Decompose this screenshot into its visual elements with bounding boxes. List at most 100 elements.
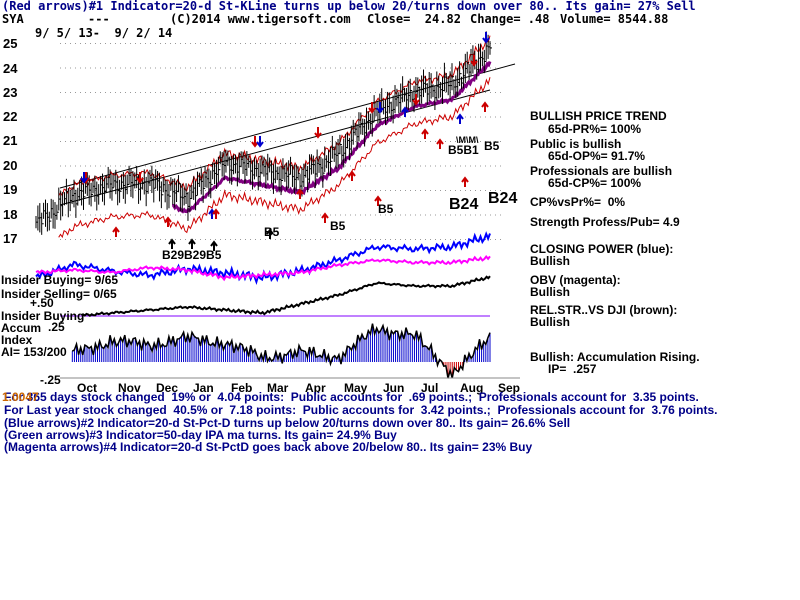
- grid-dot: [65, 190, 66, 191]
- grid-dot: [330, 43, 331, 44]
- grid-dot: [260, 67, 261, 69]
- grid-dot: [295, 165, 296, 167]
- y-tick: 18: [3, 207, 18, 222]
- grid-dot: [315, 141, 316, 142]
- grid-dot: [475, 92, 476, 93]
- grid-dot: [465, 116, 466, 118]
- grid-dot: [445, 92, 446, 93]
- annotation-b29: B29B29B5: [162, 248, 222, 262]
- grid-dot: [235, 141, 236, 142]
- grid-dot: [290, 67, 291, 69]
- accum-label: Accum: [1, 321, 42, 335]
- grid-dot: [135, 190, 136, 191]
- insider-buying-label: Insider Buying= 9/65: [1, 273, 119, 287]
- grid-dot: [300, 92, 301, 93]
- down-arrow-icon: [136, 177, 144, 184]
- grid-dot: [250, 92, 251, 93]
- grid-dot: [220, 165, 221, 167]
- grid-dot: [425, 165, 426, 167]
- grid-dot: [340, 190, 341, 191]
- grid-dot: [355, 67, 356, 69]
- ip-value: IP= .257: [548, 362, 597, 376]
- grid-dot: [330, 239, 331, 240]
- grid-dot: [315, 190, 316, 191]
- grid-dot: [370, 43, 371, 44]
- band-upper: [58, 35, 491, 197]
- up-arrow-icon: [212, 208, 220, 215]
- grid-dot: [410, 239, 411, 240]
- grid-dot: [365, 92, 366, 93]
- grid-dot: [225, 92, 226, 93]
- grid-dot: [150, 141, 151, 142]
- grid-dot: [425, 43, 426, 44]
- grid-dot: [320, 67, 321, 69]
- grid-dot: [220, 239, 221, 240]
- grid-dot: [435, 214, 436, 216]
- grid-dot: [125, 92, 126, 93]
- grid-dot: [500, 190, 501, 191]
- grid-dot: [445, 190, 446, 191]
- grid-dot: [90, 92, 91, 93]
- grid-dot: [390, 43, 391, 44]
- grid-dot: [420, 190, 421, 191]
- grid-dot: [345, 190, 346, 191]
- grid-dot: [75, 92, 76, 93]
- grid-dot: [265, 214, 266, 216]
- grid-dot: [120, 67, 121, 69]
- grid-dot: [410, 116, 411, 118]
- grid-dot: [205, 43, 206, 44]
- grid-dot: [480, 116, 481, 118]
- annotation-b5-right: B5: [484, 139, 500, 153]
- grid-dot: [185, 43, 186, 44]
- month-label: Jun: [383, 381, 405, 395]
- grid-dot: [415, 67, 416, 69]
- grid-dot: [340, 239, 341, 240]
- grid-dot: [435, 239, 436, 240]
- volume-value: Volume= 8544.88: [560, 12, 669, 26]
- grid-dot: [425, 239, 426, 240]
- grid-dot: [280, 92, 281, 93]
- grid-dot: [230, 67, 231, 69]
- grid-dot: [445, 214, 446, 216]
- grid-dot: [175, 190, 176, 191]
- grid-dot: [455, 43, 456, 44]
- grid-dot: [395, 141, 396, 142]
- grid-dot: [385, 165, 386, 167]
- grid-dot: [85, 214, 86, 216]
- grid-dot: [220, 190, 221, 191]
- grid-dot: [120, 214, 121, 216]
- month-label: Dec: [156, 381, 179, 395]
- grid-dot: [440, 214, 441, 216]
- grid-dot: [375, 67, 376, 69]
- close-value: Close= 24.82: [367, 12, 461, 26]
- down-arrow-icon: [256, 141, 264, 148]
- grid-dot: [115, 239, 116, 240]
- grid-dot: [120, 116, 121, 118]
- down-arrow-icon: [376, 107, 384, 114]
- grid-dot: [160, 67, 161, 69]
- grid-dot: [405, 239, 406, 240]
- up-arrow-icon: [401, 106, 409, 113]
- grid-dot: [375, 43, 376, 44]
- grid-dot: [470, 141, 471, 142]
- up-arrow-icon: [296, 188, 304, 195]
- grid-dot: [115, 165, 116, 167]
- grid-dot: [200, 214, 201, 216]
- grid-dot: [440, 43, 441, 44]
- grid-dot: [190, 92, 191, 93]
- grid-dot: [205, 92, 206, 93]
- grid-dot: [170, 239, 171, 240]
- grid-dot: [60, 92, 61, 93]
- grid-dot: [90, 239, 91, 240]
- grid-dot: [185, 67, 186, 69]
- grid-dot: [500, 214, 501, 216]
- grid-dot: [485, 165, 486, 167]
- grid-dot: [170, 92, 171, 93]
- grid-dot: [110, 92, 111, 93]
- grid-dot: [245, 141, 246, 142]
- grid-dot: [460, 141, 461, 142]
- grid-dot: [205, 141, 206, 142]
- grid-dot: [305, 116, 306, 118]
- grid-dot: [170, 67, 171, 69]
- grid-dot: [450, 43, 451, 44]
